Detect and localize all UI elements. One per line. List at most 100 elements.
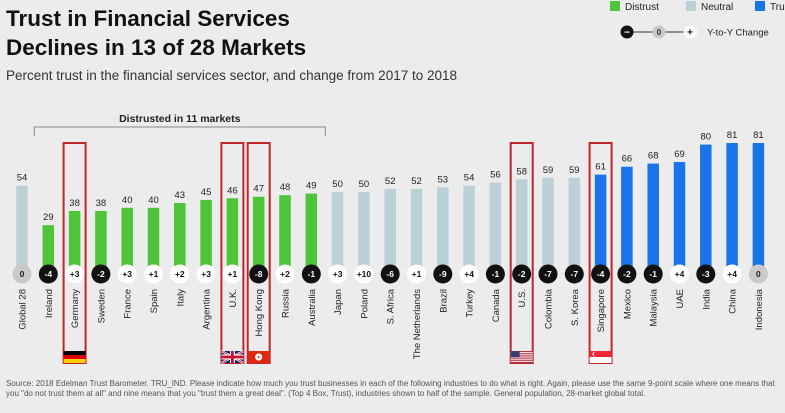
value-label-canada: 56 <box>490 170 501 181</box>
category-label-global-28: Global 28 <box>18 289 29 330</box>
change-dot-hong-kong <box>249 264 269 284</box>
category-label-u-s: U.S. <box>517 289 528 307</box>
distrust-bracket <box>33 126 326 136</box>
change-dot-malaysia <box>643 264 663 284</box>
category-label-s-africa: S. Africa <box>386 288 397 324</box>
value-label-russia: 48 <box>280 182 291 193</box>
bar-france <box>121 207 133 271</box>
germany-flag-gold <box>63 359 86 363</box>
singapore-flag <box>589 351 612 357</box>
bar-germany <box>68 210 81 271</box>
category-label-mexico: Mexico <box>622 289 633 319</box>
category-label-germany: Germany <box>70 289 81 328</box>
change-dot-s-africa <box>380 264 400 284</box>
us-flag-stripe <box>510 358 533 360</box>
bar-japan <box>331 192 344 271</box>
change-label-argentina: +3 <box>201 269 211 279</box>
value-label-japan: 50 <box>332 179 343 190</box>
bar-s-korea <box>568 177 581 271</box>
category-label-australia: Australia <box>307 288 318 326</box>
change-dot-argentina <box>196 264 216 284</box>
value-label-s-africa: 52 <box>385 176 396 187</box>
value-label-malaysia: 68 <box>648 151 659 162</box>
germany-flag <box>63 351 86 355</box>
category-label-uae: UAE <box>675 289 686 309</box>
category-label-u-k: U.K. <box>228 289 239 307</box>
bar-spain <box>147 207 160 271</box>
value-label-brazil: 53 <box>438 174 449 185</box>
bar-canada <box>489 182 502 271</box>
category-label-russia: Russia <box>281 288 292 318</box>
change-dot-uae <box>670 264 689 284</box>
change-dot-mexico <box>617 264 637 284</box>
us-flag-stripe <box>510 360 533 362</box>
change-label-uae: +4 <box>675 269 685 279</box>
yoy-legend-plus-dot <box>683 25 697 39</box>
change-dot-spain <box>144 264 163 284</box>
change-label-s-africa: -6 <box>386 269 394 279</box>
value-label-mexico: 66 <box>622 154 633 165</box>
bar-ireland <box>42 225 55 271</box>
value-label-china: 81 <box>727 130 738 141</box>
value-label-indonesia: 81 <box>753 130 764 141</box>
bar-india <box>700 144 712 271</box>
value-label-u-k: 46 <box>227 185 238 196</box>
yoy-legend-minus: − <box>624 28 630 39</box>
change-dot-france <box>117 264 137 284</box>
category-label-hong-kong: Hong Kong <box>254 289 265 337</box>
change-dot-germany <box>65 264 85 284</box>
legend-label-neutral: Neutral <box>701 2 734 13</box>
yoy-legend-minus-dot <box>620 25 634 39</box>
change-dot-china <box>722 264 742 284</box>
value-label-hong-kong: 47 <box>253 184 264 195</box>
change-label-ireland: -4 <box>45 269 53 279</box>
bar-russia <box>279 195 291 271</box>
change-dot-poland <box>354 264 374 284</box>
change-dot-india <box>696 264 716 284</box>
us-flag-stripe <box>510 356 533 358</box>
change-label-s-korea: -7 <box>571 269 579 279</box>
value-label-singapore: 61 <box>595 162 606 173</box>
title-line-1: Trust in Financial Services <box>6 6 290 31</box>
category-label-colombia: Colombia <box>544 288 555 329</box>
bar-china <box>726 143 738 271</box>
bar-chart: Distrusted in 11 markets 54 0 Global 28 29 -4… <box>12 113 768 365</box>
change-dot-indonesia <box>748 264 768 284</box>
change-label-japan: +3 <box>333 269 343 279</box>
value-label-germany: 38 <box>69 198 80 209</box>
change-label-poland: +10 <box>357 269 372 279</box>
bar-sweden <box>95 210 107 271</box>
bar-s-africa <box>384 188 396 271</box>
value-label-global-28: 54 <box>17 173 28 184</box>
yoy-legend-label: Y-to-Y Change <box>707 28 769 39</box>
singapore-flag-moon-cut <box>593 352 598 356</box>
change-dot-sweden <box>91 264 111 284</box>
category-label-brazil: Brazil <box>438 289 449 313</box>
legend-swatch-neutral <box>686 1 696 11</box>
change-label-india: -3 <box>702 269 710 279</box>
legend-swatch-trust <box>755 1 765 11</box>
change-label-mexico: -2 <box>623 269 631 279</box>
category-label-indonesia: Indonesia <box>754 288 765 330</box>
yoy-change-legend: − 0 + Y-to-Y Change <box>620 24 780 40</box>
change-label-hong-kong: -8 <box>255 269 263 279</box>
bar-u-k <box>226 198 239 271</box>
yoy-legend-plus: + <box>687 28 693 39</box>
bar-colombia <box>542 177 554 271</box>
change-label-indonesia: 0 <box>756 269 761 279</box>
bar-the-netherlands <box>410 188 423 271</box>
us-flag-stripe <box>510 354 533 356</box>
change-dot-brazil <box>433 264 453 284</box>
bar-hong-kong <box>252 196 265 271</box>
germany-flag-red <box>63 355 86 359</box>
bar-australia <box>305 193 318 271</box>
value-label-india: 80 <box>701 132 712 143</box>
us-flag-stripe <box>510 352 533 354</box>
bar-brazil <box>437 187 449 271</box>
change-dot-australia <box>301 264 321 284</box>
change-label-singapore: -4 <box>597 269 605 279</box>
value-label-sweden: 38 <box>96 198 107 209</box>
change-label-sweden: -2 <box>97 269 105 279</box>
legend-item-distrust: Distrust <box>610 1 659 13</box>
category-label-singapore: Singapore <box>596 289 607 332</box>
